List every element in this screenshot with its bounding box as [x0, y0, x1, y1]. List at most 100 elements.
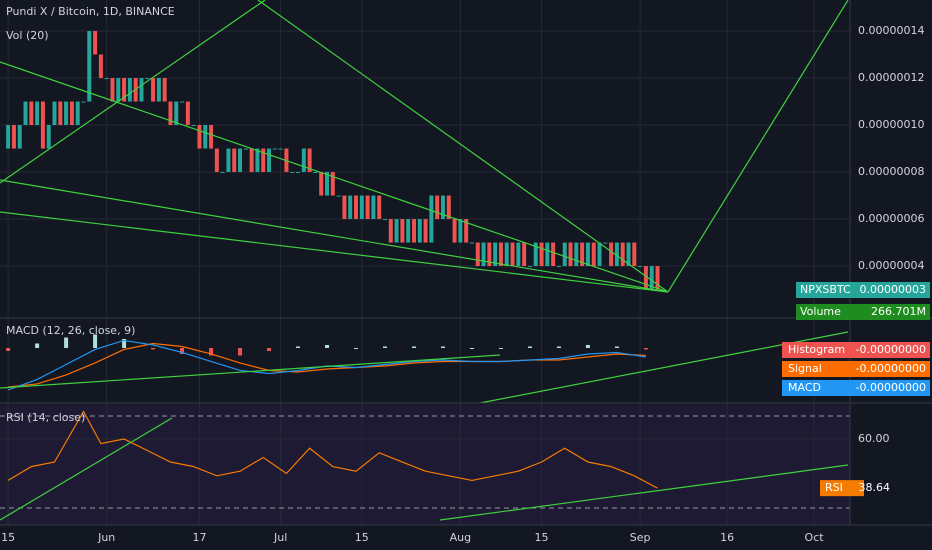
candle: [296, 172, 301, 174]
trend-line: [439, 464, 849, 521]
candle: [127, 78, 132, 102]
y-tick-label: 0.00000014: [858, 24, 924, 37]
candle: [423, 219, 428, 243]
candle: [527, 266, 532, 268]
candle: [11, 125, 16, 149]
candle: [220, 172, 225, 174]
legend-value: 38.64: [859, 481, 891, 494]
candle: [452, 219, 457, 243]
price-tag: [796, 282, 930, 298]
candle: [655, 266, 660, 290]
histogram-bar: [643, 347, 648, 350]
candle: [278, 148, 283, 150]
candle: [394, 219, 399, 243]
candle: [568, 242, 573, 267]
candle: [371, 195, 376, 220]
trend-lines: [0, 0, 849, 521]
candle: [162, 78, 167, 102]
candle: [58, 101, 63, 126]
candle: [98, 54, 103, 79]
candle: [522, 242, 527, 267]
candle: [382, 219, 387, 221]
grid: [0, 0, 850, 525]
candle: [348, 195, 353, 220]
marks: [6, 31, 660, 489]
x-tick-label: 16: [720, 531, 734, 544]
candle: [23, 101, 28, 126]
candle: [81, 101, 86, 103]
candle: [261, 148, 266, 173]
trend-line: [0, 0, 266, 184]
candle: [411, 219, 416, 243]
candle: [168, 101, 173, 126]
candle: [539, 242, 544, 267]
x-tick-label: 15: [355, 531, 369, 544]
candle: [388, 219, 393, 243]
histogram-bar: [35, 343, 40, 348]
histogram-bar: [180, 347, 185, 354]
trend-line: [0, 61, 669, 293]
candle: [156, 78, 161, 102]
candle: [238, 148, 243, 173]
candle: [313, 172, 318, 174]
candle: [603, 242, 608, 244]
rsi-background: [0, 405, 850, 525]
chart-title: Pundi X / Bitcoin, 1D, BINANCE: [6, 5, 175, 18]
price-tag-name: Volume: [800, 305, 841, 318]
trend-line: [0, 354, 501, 389]
candle: [69, 101, 74, 126]
histogram-bar: [122, 338, 127, 348]
candle: [493, 242, 498, 267]
candle: [516, 242, 521, 267]
histogram-bar: [151, 347, 156, 350]
candle: [180, 101, 185, 103]
histogram-bar: [93, 334, 98, 348]
macd-title: MACD (12, 26, close, 9): [6, 324, 135, 337]
candle: [75, 101, 80, 126]
candle: [6, 125, 11, 149]
histogram-bar: [556, 346, 561, 348]
histogram-bar: [6, 347, 11, 351]
candle: [591, 242, 596, 267]
candle: [249, 148, 254, 173]
histogram-bar: [325, 344, 330, 348]
legend-name: Histogram: [788, 343, 845, 356]
candle: [469, 242, 474, 244]
candle: [290, 172, 295, 174]
candle: [46, 125, 51, 149]
candle: [203, 125, 208, 149]
rsi-title: RSI (14, close): [6, 411, 85, 424]
candle: [40, 101, 45, 149]
candle: [104, 78, 109, 80]
candle: [93, 31, 98, 55]
candle: [243, 148, 248, 150]
candle: [481, 242, 486, 267]
candle: [626, 242, 631, 267]
candle: [354, 195, 359, 220]
candle: [614, 242, 619, 267]
price-tag: [796, 304, 930, 320]
histogram-bar: [238, 347, 243, 356]
candle: [267, 148, 272, 173]
y-tick-label: 0.00000012: [858, 71, 924, 84]
candle: [498, 242, 503, 267]
histogram-bar: [296, 346, 301, 348]
macd-line: [8, 342, 646, 388]
x-tick-label: Jun: [97, 531, 115, 544]
y-tick-label: 0.00000004: [858, 259, 924, 272]
candle: [464, 219, 469, 243]
trend-line: [0, 211, 669, 293]
candle: [574, 242, 579, 267]
x-tick-label: Sep: [630, 531, 651, 544]
legend-tag: [782, 380, 930, 396]
candle: [458, 219, 463, 243]
y-tick-label: 60.00: [858, 432, 890, 445]
trend-line: [0, 179, 669, 293]
candle: [551, 242, 556, 267]
candle: [139, 78, 144, 102]
histogram-bar: [469, 347, 474, 349]
legend-name: MACD: [788, 381, 821, 394]
candle: [122, 78, 127, 102]
histogram-bar: [440, 346, 445, 348]
